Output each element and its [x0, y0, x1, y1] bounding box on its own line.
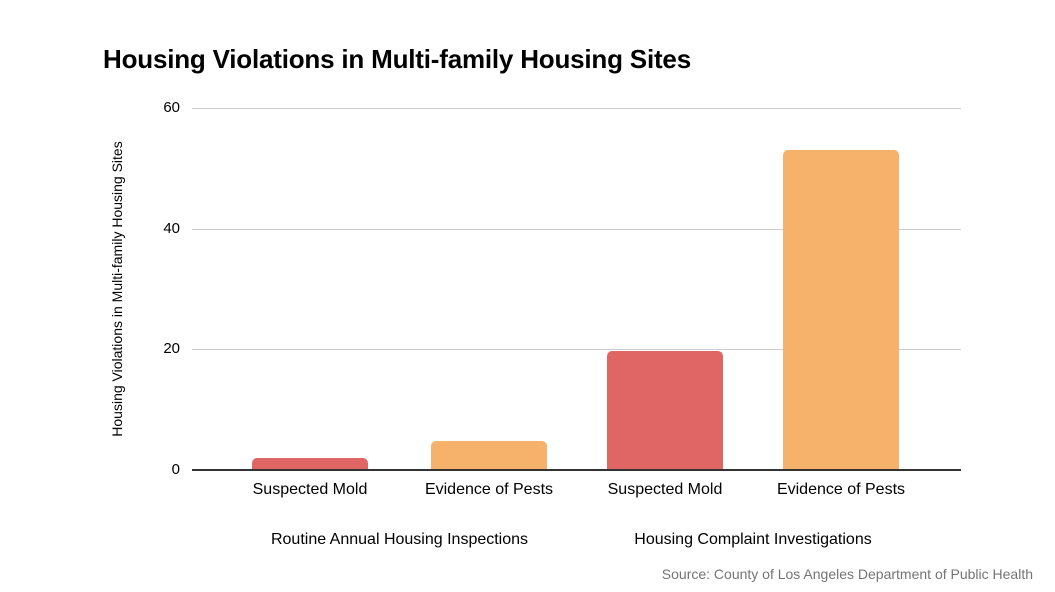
y-tick-label-20: 20 [163, 340, 180, 358]
y-tick-label-0: 0 [171, 461, 180, 478]
y-tick-label-60: 60 [163, 99, 180, 116]
chart-title: Housing Violations in Multi-family Housi… [103, 44, 691, 74]
bar-suspected-mold-group1 [252, 457, 368, 470]
bar-evidence-of-pests-group1 [431, 441, 547, 470]
bar-suspected-mold-group2 [607, 350, 723, 470]
x-category-label: Suspected Mold [607, 481, 723, 498]
x-axis-line [192, 469, 961, 471]
bar-evidence-of-pests-group2 [783, 150, 899, 470]
source-note: Source: County of Los Angeles Department… [661, 566, 1033, 582]
gridline-60 [192, 108, 961, 109]
x-group-label: Routine Annual Housing Inspections [270, 531, 529, 548]
x-group-label: Housing Complaint Investigations [634, 531, 872, 548]
gridline-40 [192, 228, 961, 230]
gridline-20 [192, 349, 961, 351]
x-category-label: Evidence of Pests [424, 481, 554, 498]
x-category-label: Suspected Mold [252, 481, 368, 498]
y-tick-label-40: 40 [163, 219, 180, 237]
x-category-label: Evidence of Pests [776, 481, 906, 498]
